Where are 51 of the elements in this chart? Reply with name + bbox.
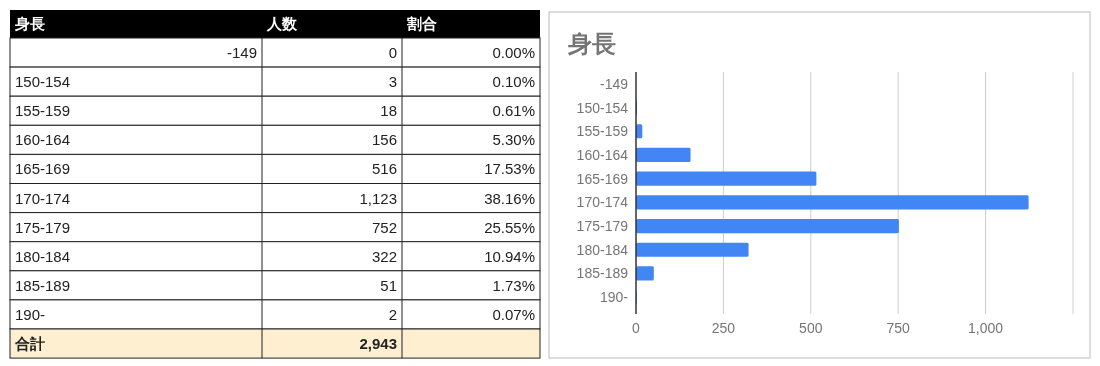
text: 175-179 bbox=[15, 218, 71, 236]
x-tick-label: 500 bbox=[799, 320, 823, 336]
text: 0.07% bbox=[492, 305, 535, 323]
text: -149 bbox=[226, 44, 257, 61]
text: 38.16% bbox=[484, 189, 535, 207]
text: 17.53% bbox=[484, 160, 535, 178]
text: 190- bbox=[15, 305, 46, 323]
y-tick-label: 190- bbox=[599, 289, 629, 306]
text: 165-169 bbox=[15, 160, 71, 178]
y-tick-label: 170-174 bbox=[576, 194, 629, 211]
x-tick-label: 750 bbox=[886, 320, 911, 336]
text: 人数 bbox=[266, 15, 298, 32]
x-tick-label: 1,000 bbox=[968, 320, 1004, 336]
text: 150-154 bbox=[15, 73, 71, 91]
text: 割合 bbox=[406, 15, 437, 32]
text: 18 bbox=[380, 102, 397, 120]
y-tick-label: 160-164 bbox=[576, 146, 629, 163]
text: 10.94% bbox=[484, 247, 535, 265]
text: 155-159 bbox=[15, 102, 71, 120]
text: 322 bbox=[371, 247, 397, 265]
y-tick-label: 175-179 bbox=[576, 218, 629, 235]
text: 2 bbox=[388, 305, 397, 323]
text: 0.00% bbox=[492, 44, 535, 61]
text: 516 bbox=[371, 160, 397, 178]
y-tick-label: -149 bbox=[599, 75, 629, 92]
text: 3 bbox=[388, 73, 397, 91]
chart-title: 身長 bbox=[567, 30, 616, 57]
text: 1.73% bbox=[492, 276, 535, 294]
x-tick-label: 0 bbox=[632, 320, 641, 336]
text: 5.30% bbox=[492, 131, 535, 149]
text: 0.61% bbox=[492, 102, 535, 120]
text: 185-189 bbox=[15, 276, 71, 294]
text: 752 bbox=[371, 218, 397, 236]
text: 0.10% bbox=[492, 73, 535, 91]
text: 1,123 bbox=[359, 189, 397, 207]
text: 156 bbox=[371, 131, 397, 149]
y-tick-label: 150-154 bbox=[576, 99, 629, 116]
text: 0 bbox=[388, 44, 397, 61]
text: 25.55% bbox=[484, 218, 535, 236]
text: 51 bbox=[380, 276, 397, 294]
y-tick-label: 165-169 bbox=[576, 170, 629, 187]
y-tick-label: 185-189 bbox=[576, 265, 629, 282]
y-tick-label: 155-159 bbox=[576, 123, 629, 140]
x-tick-label: 250 bbox=[711, 320, 736, 336]
text: 170-174 bbox=[15, 189, 71, 207]
y-tick-label: 180-184 bbox=[576, 241, 629, 258]
text: 合計 bbox=[14, 335, 45, 352]
text: 身長 bbox=[14, 15, 45, 32]
text: 180-184 bbox=[15, 247, 71, 265]
text: 160-164 bbox=[15, 131, 71, 149]
text: 2,943 bbox=[359, 335, 397, 352]
